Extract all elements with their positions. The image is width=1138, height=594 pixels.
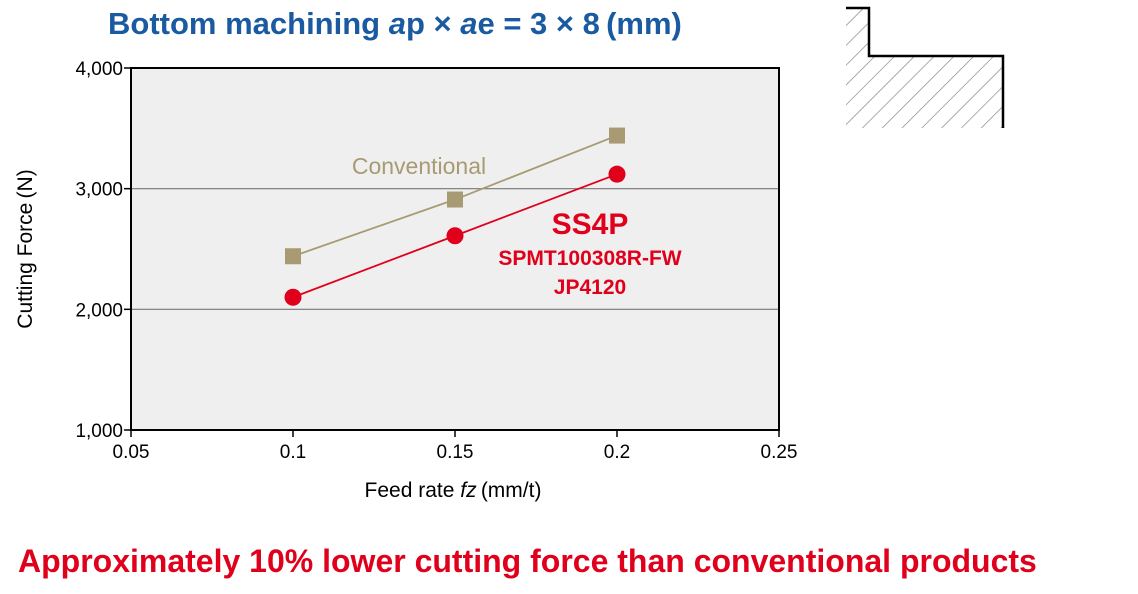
axis-ticks: 1,000 2,000 3,000 4,000 0.05 0.1 0.15 0.2 0.25 [75,59,797,463]
x-axis-label-suffix: (mm/t) [477,479,542,502]
plot-area [131,68,779,430]
workpiece-hatch [846,8,1003,128]
x-tick-label: 0.25 [761,442,798,463]
title-ae-rest: e = 3 × 8 (mm) [477,6,682,41]
x-axis-label: Feed rate fz (mm/t) [365,479,542,502]
x-tick-label: 0.2 [604,442,630,463]
title-ap-italic: a [388,6,406,41]
footer-caption: Approximately 10% lower cutting force th… [18,543,1037,579]
gridlines [131,188,779,310]
x-tick-label: 0.1 [280,442,306,463]
series-label-ss4p-grade: JP4120 [554,276,626,299]
title-prefix: Bottom machining [108,6,389,41]
x-tick-label: 0.05 [113,442,150,463]
title-ap-rest: p × [405,6,461,41]
title-ae-italic: a [460,6,478,41]
y-tick-label: 1,000 [75,421,123,442]
y-tick-label: 2,000 [75,300,123,321]
workpiece-diagram [846,6,1005,128]
x-axis-label-prefix: Feed rate [365,479,461,502]
series-label-conventional: Conventional [352,153,486,179]
x-tick-label: 0.15 [437,442,474,463]
workpiece-outline [846,6,1005,128]
chart-title: Bottom machining ap × ae = 3 × 8 (mm) [108,6,682,42]
data-point-ss4p [446,227,464,245]
data-point-conventional [285,248,301,265]
y-tick-label: 4,000 [75,59,123,80]
y-axis-label: Cutting Force (N) [14,169,37,328]
series [284,127,626,306]
series-label-ss4p-model: SPMT100308R-FW [498,247,681,270]
data-point-ss4p [284,288,302,306]
x-axis-label-italic: fz [460,479,477,502]
data-point-conventional [609,127,625,144]
series-label-ss4p: SS4P [552,208,629,241]
y-tick-label: 3,000 [75,180,123,201]
data-point-ss4p [608,165,626,183]
data-point-conventional [447,191,463,208]
